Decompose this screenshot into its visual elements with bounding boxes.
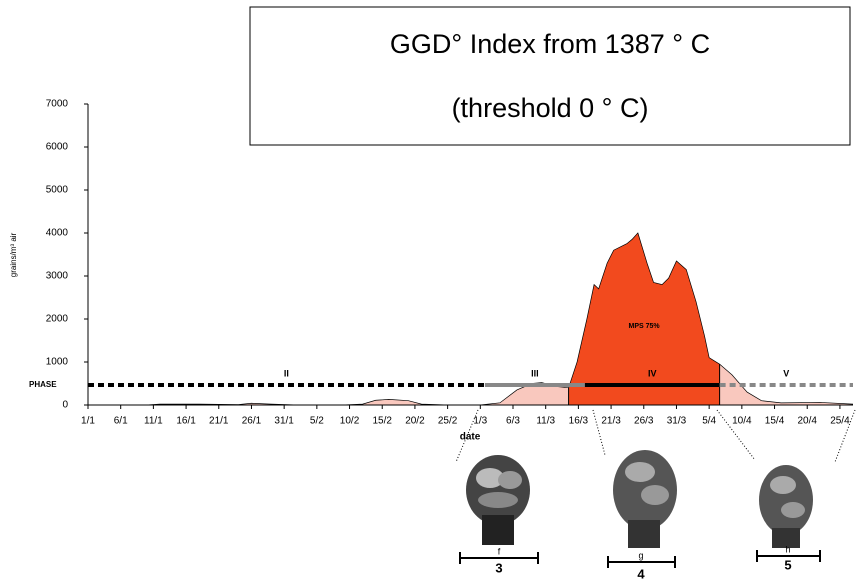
- photo: [613, 450, 677, 548]
- image-letter: f: [498, 546, 501, 556]
- y-tick-label: 0: [62, 400, 68, 411]
- x-tick-label: 31/1: [274, 416, 294, 427]
- x-tick-label: 1/3: [473, 416, 487, 427]
- x-tick-label: 21/1: [209, 416, 229, 427]
- x-tick-label: 5/2: [310, 416, 324, 427]
- x-tick-label: 6/1: [114, 416, 128, 427]
- x-tick-label: 25/2: [438, 416, 458, 427]
- y-tick-label: 7000: [46, 99, 69, 110]
- phase-label: PHASE: [29, 380, 57, 389]
- y-tick-label: 2000: [46, 314, 69, 325]
- image-number: 4: [637, 566, 645, 581]
- x-tick-label: 21/3: [601, 416, 621, 427]
- connector: [834, 409, 856, 463]
- x-tick-label: 11/1: [144, 416, 163, 427]
- x-tick-label: 20/4: [797, 416, 817, 427]
- scale-bars: [459, 550, 821, 568]
- title-box: [249, 6, 851, 146]
- photo: [466, 455, 530, 545]
- y-tick-label: 4000: [46, 228, 69, 239]
- x-axis-label: date: [460, 432, 481, 443]
- image-letter: h: [785, 544, 790, 554]
- chart-title: GGD° Index from 1387 ° C: [390, 29, 710, 59]
- x-tick-label: 5/4: [702, 416, 716, 427]
- highlight-area: [568, 233, 720, 405]
- x-tick-label: 10/4: [732, 416, 752, 427]
- image-number: 3: [495, 560, 502, 575]
- x-tick-label: 26/3: [634, 416, 654, 427]
- image-letter: g: [638, 550, 643, 560]
- phase-name: V: [783, 368, 789, 378]
- area: [88, 233, 853, 405]
- x-tick-label: 6/3: [506, 416, 520, 427]
- connector: [455, 409, 479, 463]
- x-tick-label: 10/2: [340, 416, 360, 427]
- pollen-images: f 3 g 4 h 5: [455, 409, 856, 581]
- x-tick-label: 1/1: [81, 416, 95, 427]
- x-tick-label: 15/2: [372, 416, 392, 427]
- chart-subtitle: (threshold 0 ° C): [452, 93, 649, 123]
- phase-name: IV: [648, 368, 657, 378]
- x-tick-label: 16/3: [569, 416, 589, 427]
- x-tick-label: 25/4: [830, 416, 850, 427]
- x-tick-label: 16/1: [176, 416, 196, 427]
- phase-name: II: [284, 368, 289, 378]
- phase-name: III: [531, 368, 539, 378]
- x-tick-label: 26/1: [242, 416, 262, 427]
- image-number: 5: [784, 557, 791, 572]
- x-tick-label: 11/3: [536, 416, 555, 427]
- area-line: [88, 232, 854, 406]
- y-tick-label: 3000: [46, 271, 69, 282]
- y-tick-label: 5000: [46, 185, 69, 196]
- y-axis-label: grains/m³ air: [9, 232, 18, 277]
- photo: [759, 465, 813, 548]
- x-tick-label: 15/4: [765, 416, 785, 427]
- y-tick-label: 1000: [46, 357, 69, 368]
- y-tick-label: 6000: [46, 142, 69, 153]
- x-tick-label: 20/2: [405, 416, 425, 427]
- highlight-label: MPS 75%: [629, 323, 661, 330]
- x-tick-label: 31/3: [667, 416, 687, 427]
